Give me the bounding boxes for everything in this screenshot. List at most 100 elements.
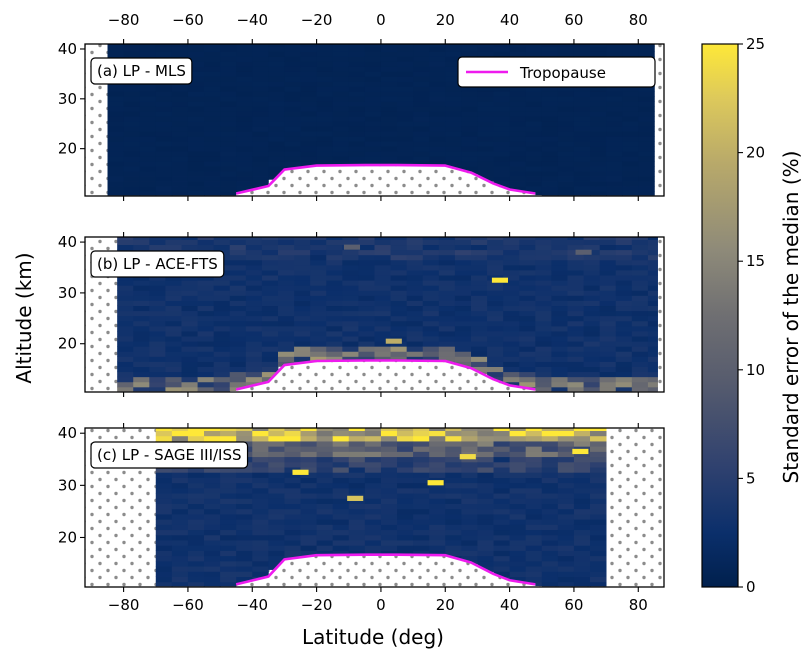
heatmap-cell [535,336,552,342]
heatmap-cell [590,519,607,525]
heatmap-cell [622,96,639,102]
heatmap-cell [422,351,440,357]
heatmap-cell [429,519,446,525]
heatmap-cell [310,346,327,352]
heatmap-cell [123,156,141,162]
heatmap-cell [236,121,253,127]
heatmap-cell [310,300,327,307]
heatmap-cell [509,44,527,47]
heatmap-cell [374,280,391,286]
heatmap-cell [245,361,263,367]
heatmap-cell [631,315,649,322]
heatmap-cell [187,576,205,583]
heatmap-cell [509,508,527,515]
heatmap-cell [310,351,327,357]
heatmap-cell [535,259,552,266]
heatmap-cell [123,51,141,57]
heatmap-cell [525,446,543,452]
x-tick-label: −60 [172,596,204,614]
heatmap-cell [364,136,382,142]
heatmap-cell [557,441,575,447]
heatmap-cell [364,524,382,531]
heatmap-cell [316,467,334,473]
heatmap-cell [229,244,247,251]
heatmap-cell [477,141,494,147]
heatmap-cell [229,315,247,322]
heatmap-cell [252,51,269,57]
heatmap-cell [615,285,633,291]
heatmap-cell [493,151,510,157]
heatmap-cell [590,96,607,102]
heatmap-cell [422,336,440,342]
heatmap-cell [268,106,285,112]
heatmap-cell [541,493,559,499]
heatmap-cell [310,325,327,332]
heatmap-cell [445,46,462,52]
heatmap-cell [220,51,237,57]
heatmap-cell [171,529,189,536]
heatmap-cell [509,550,527,557]
heatmap-cell [213,315,231,322]
heatmap-cell [197,280,215,286]
heatmap-cell [310,295,327,301]
heatmap-cell [358,254,375,261]
heatmap-cell [300,44,317,47]
heatmap-cell [647,310,658,317]
heatmap-cell [252,524,269,531]
heatmap-cell [573,191,591,196]
heatmap-cell [397,430,414,437]
heatmap-cell [300,121,317,127]
heatmap-cell [123,126,141,132]
heatmap-cell [551,300,568,307]
heatmap-cell [268,477,285,484]
heatmap-cell [155,171,173,177]
x-tick-label: −40 [236,11,268,29]
heatmap-cell [413,156,430,162]
heatmap-cell [477,131,494,137]
heatmap-cell [541,555,559,562]
heatmap-cell [573,96,591,102]
heatmap-cell [583,336,601,342]
heatmap-cell [197,361,215,367]
heatmap-cell [374,331,391,337]
heatmap-cell [631,280,649,286]
heatmap-cell [364,66,382,72]
heatmap-cell [590,446,607,452]
heatmap-cell [390,305,408,312]
heatmap-cell [647,295,658,301]
heatmap-cell [606,186,623,192]
heatmap-cell [171,151,189,157]
heatmap-cell [477,111,494,117]
heatmap-cell [229,310,247,317]
heatmap-cell [245,239,263,246]
heatmap-cell [493,514,510,520]
legend-label: Tropopause [519,64,606,82]
heatmap-cell [187,482,205,489]
heatmap-cell [204,576,221,583]
heatmap-cell [493,146,510,152]
heatmap-cell [332,428,350,432]
heatmap-cell [422,290,440,296]
heatmap-cell [557,487,575,494]
panel-frame [84,236,665,393]
heatmap-cell [133,386,150,392]
heatmap-cell [278,244,295,251]
heatmap-cell [326,275,343,281]
heatmap-cell [229,336,247,342]
heatmap-cell [149,310,166,317]
heatmap-cell [477,441,494,447]
heatmap-cell [165,285,182,291]
heatmap-cell [567,280,584,286]
heatmap-cell [348,91,366,97]
heatmap-cell [236,430,253,437]
heatmap-cell [252,514,269,520]
heatmap-cell [380,428,398,432]
heatmap-cell [342,310,359,317]
heatmap-cell [390,315,408,322]
heatmap-cell [204,477,221,484]
heatmap-cell [525,51,543,57]
heatmap-cell [493,456,510,463]
heatmap-cell [590,529,607,536]
heatmap-cell [171,136,189,142]
heatmap-cell [316,121,334,127]
